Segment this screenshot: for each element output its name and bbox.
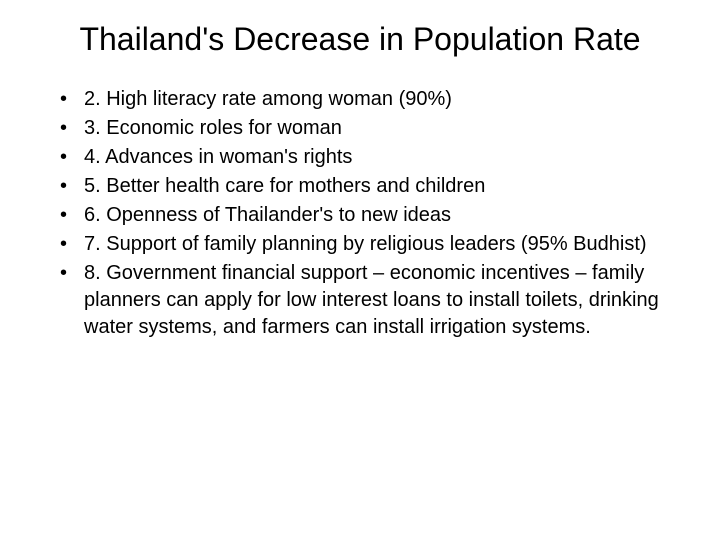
list-item: 3. Economic roles for woman [60, 115, 680, 142]
list-item: 5. Better health care for mothers and ch… [60, 173, 680, 200]
bullet-list: 2. High literacy rate among woman (90%) … [40, 86, 680, 341]
list-item: 4. Advances in woman's rights [60, 144, 680, 171]
list-item: 8. Government financial support – econom… [60, 260, 680, 341]
list-item: 7. Support of family planning by religio… [60, 231, 680, 258]
slide-title: Thailand's Decrease in Population Rate [40, 20, 680, 58]
list-item: 2. High literacy rate among woman (90%) [60, 86, 680, 113]
list-item: 6. Openness of Thailander's to new ideas [60, 202, 680, 229]
